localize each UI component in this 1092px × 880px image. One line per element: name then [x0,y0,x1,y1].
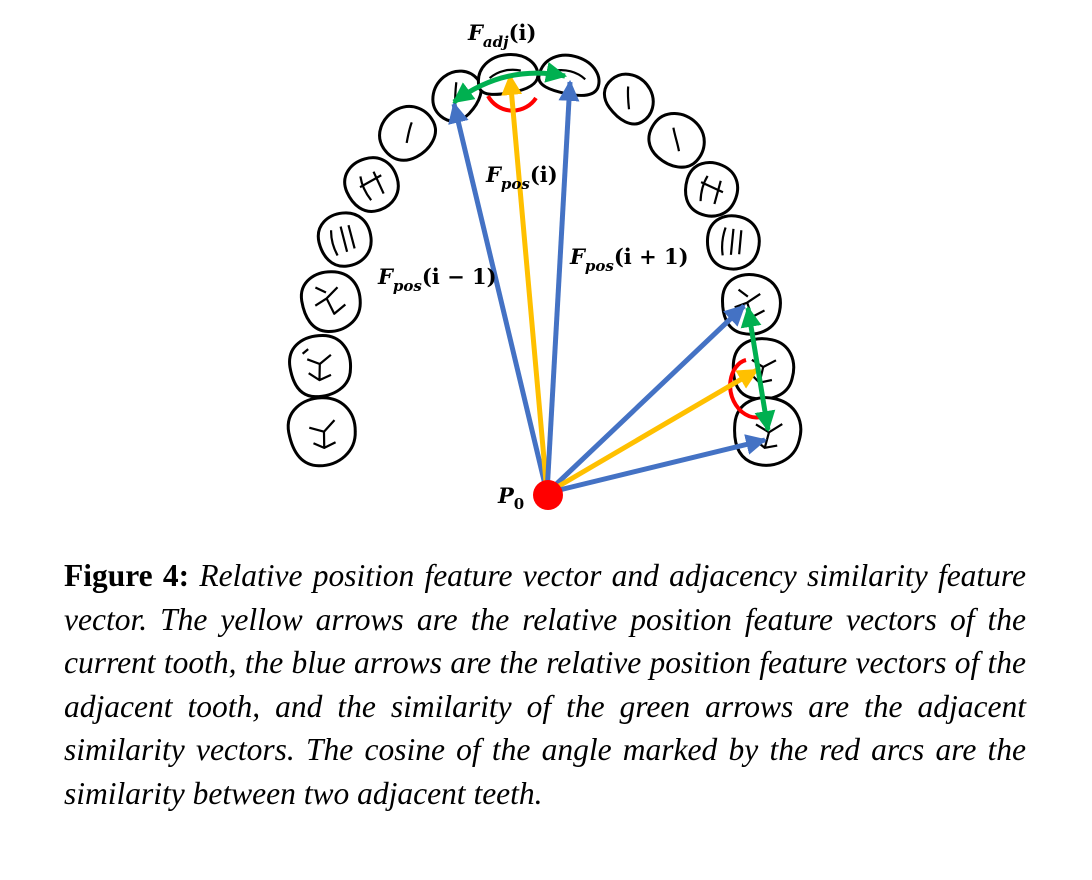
dental-arch-diagram: Fadj(i) Fpos(i) Fpos(i − 1) Fpos(i + 1) … [286,20,803,513]
yellow-arrow-right [545,367,759,496]
blue-arrow-pos-i-plus-1 [544,79,580,494]
tooth-left-molar-1 [299,270,362,333]
caption-text: Relative position feature vector and adj… [64,558,1026,811]
green-arrow-adj-top [452,62,568,105]
tooth-right-lateral-incisor [602,72,655,126]
figure-caption: Figure 4: Relative position feature vect… [64,554,1026,815]
tooth-right-premolar-1 [684,161,740,218]
tooth-left-canine [378,104,437,162]
origin-point-p0 [533,480,563,510]
blue-arrow-pos-i-minus-1 [448,101,550,494]
tooth-left-molar-2 [288,334,352,399]
yellow-arrow-pos-i [501,73,550,494]
tooth-right-molar-3 [733,396,803,467]
label-f-pos-i: Fpos(i) [485,162,558,193]
dental-arch [286,53,803,468]
label-f-pos-i-minus-1: Fpos(i − 1) [377,264,497,295]
label-f-adj-i: Fadj(i) [467,20,536,51]
green-arrow-adj-right [740,305,776,433]
tooth-left-premolar-2 [316,211,373,268]
tooth-right-premolar-2 [705,214,761,271]
tooth-left-molar-3 [286,396,357,468]
blue-arrow-right-lower [546,434,768,496]
tooth-left-premolar-1 [343,156,400,213]
caption-label: Figure 4: [64,558,190,593]
label-p0: P0 [497,483,524,513]
tooth-right-canine [647,112,706,169]
label-f-pos-i-plus-1: Fpos(i + 1) [569,244,689,275]
blue-arrow-right-upper [545,304,746,495]
